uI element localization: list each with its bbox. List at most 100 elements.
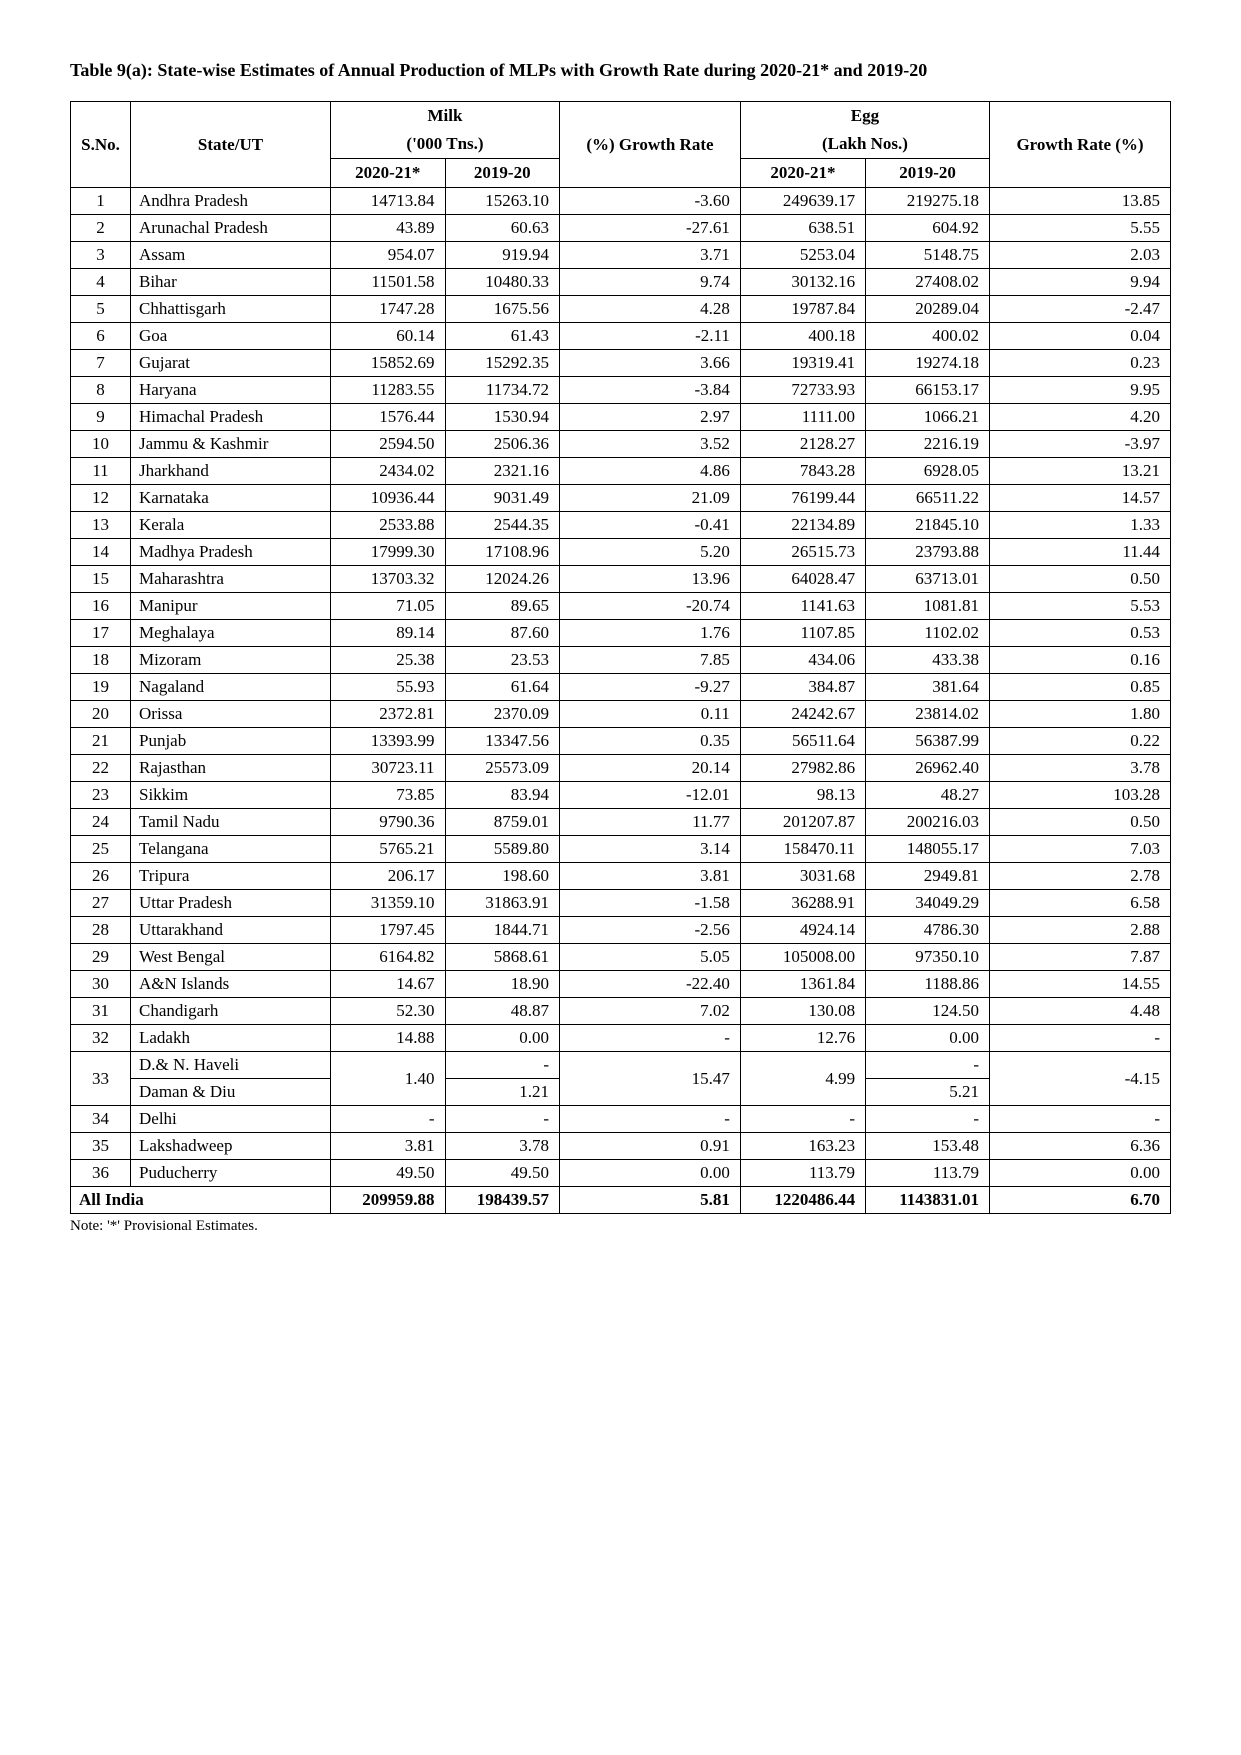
table-cell: 31863.91 [445, 890, 560, 917]
table-row: 16Manipur71.0589.65-20.741141.631081.815… [71, 593, 1171, 620]
table-cell: Jharkhand [131, 458, 331, 485]
table-cell: Karnataka [131, 485, 331, 512]
table-cell: 26515.73 [740, 539, 865, 566]
table-cell: 153.48 [866, 1133, 990, 1160]
table-cell: 2372.81 [331, 701, 446, 728]
table-cell: 27408.02 [866, 269, 990, 296]
table-cell: 16 [71, 593, 131, 620]
table-cell: 400.02 [866, 323, 990, 350]
table-cell: 1.33 [990, 512, 1171, 539]
footnote: Note: '*' Provisional Estimates. [70, 1218, 1171, 1235]
table-cell: Manipur [131, 593, 331, 620]
table-cell: Ladakh [131, 1025, 331, 1052]
table-cell: 14.67 [331, 971, 446, 998]
table-row: 3Assam954.07919.943.715253.045148.752.03 [71, 242, 1171, 269]
table-cell: 27 [71, 890, 131, 917]
table-cell: 2506.36 [445, 431, 560, 458]
table-cell: Daman & Diu [131, 1079, 331, 1106]
table-cell: 4.99 [740, 1052, 865, 1106]
table-cell: 29 [71, 944, 131, 971]
table-cell: 8759.01 [445, 809, 560, 836]
table-cell: 6.58 [990, 890, 1171, 917]
table-row: 14Madhya Pradesh17999.3017108.965.202651… [71, 539, 1171, 566]
table-cell: -4.15 [990, 1052, 1171, 1106]
table-cell: 5.81 [560, 1187, 741, 1214]
header-state: State/UT [131, 102, 331, 188]
table-cell: All India [71, 1187, 331, 1214]
table-cell: 10 [71, 431, 131, 458]
table-cell: Jammu & Kashmir [131, 431, 331, 458]
table-body: 1Andhra Pradesh14713.8415263.10-3.602496… [71, 188, 1171, 1214]
table-cell: 63713.01 [866, 566, 990, 593]
table-cell: Lakshadweep [131, 1133, 331, 1160]
table-cell: 249639.17 [740, 188, 865, 215]
table-cell: Punjab [131, 728, 331, 755]
table-row: 13Kerala2533.882544.35-0.4122134.8921845… [71, 512, 1171, 539]
table-cell: 13347.56 [445, 728, 560, 755]
table-row: 20Orissa2372.812370.090.1124242.6723814.… [71, 701, 1171, 728]
table-cell: 13.96 [560, 566, 741, 593]
table-cell: -12.01 [560, 782, 741, 809]
table-cell: 30132.16 [740, 269, 865, 296]
table-cell: 4.20 [990, 404, 1171, 431]
table-cell: 0.50 [990, 566, 1171, 593]
table-cell: Maharashtra [131, 566, 331, 593]
table-cell: 11 [71, 458, 131, 485]
table-cell: 3.78 [445, 1133, 560, 1160]
table-cell: 1.40 [331, 1052, 446, 1106]
table-cell: 4.86 [560, 458, 741, 485]
header-milk-growth: (%) Growth Rate [560, 102, 741, 188]
table-row: 27Uttar Pradesh31359.1031863.91-1.583628… [71, 890, 1171, 917]
table-cell: 0.50 [990, 809, 1171, 836]
table-row: 15Maharashtra13703.3212024.2613.9664028.… [71, 566, 1171, 593]
table-cell: 0.11 [560, 701, 741, 728]
table-cell: 0.16 [990, 647, 1171, 674]
table-cell: 6.70 [990, 1187, 1171, 1214]
table-cell: -9.27 [560, 674, 741, 701]
table-row: 19Nagaland55.9361.64-9.27384.87381.640.8… [71, 674, 1171, 701]
table-cell: 13 [71, 512, 131, 539]
table-cell: 11734.72 [445, 377, 560, 404]
table-cell: 3.71 [560, 242, 741, 269]
table-cell: -2.56 [560, 917, 741, 944]
table-cell: 2.78 [990, 863, 1171, 890]
table-row: 5Chhattisgarh1747.281675.564.2819787.842… [71, 296, 1171, 323]
table-cell: 31 [71, 998, 131, 1025]
table-cell: -1.58 [560, 890, 741, 917]
table-cell: 6928.05 [866, 458, 990, 485]
table-cell: 6 [71, 323, 131, 350]
table-cell: 163.23 [740, 1133, 865, 1160]
table-cell: 71.05 [331, 593, 446, 620]
table-cell: 0.04 [990, 323, 1171, 350]
table-cell: 0.00 [990, 1160, 1171, 1187]
table-cell: 61.64 [445, 674, 560, 701]
table-cell: 2594.50 [331, 431, 446, 458]
table-cell: 10936.44 [331, 485, 446, 512]
table-cell: 5.53 [990, 593, 1171, 620]
table-cell: 113.79 [740, 1160, 865, 1187]
table-cell: 7.03 [990, 836, 1171, 863]
table-cell: 7 [71, 350, 131, 377]
table-row: 23Sikkim73.8583.94-12.0198.1348.27103.28 [71, 782, 1171, 809]
table-cell: 2544.35 [445, 512, 560, 539]
table-cell: Haryana [131, 377, 331, 404]
table-cell: Arunachal Pradesh [131, 215, 331, 242]
table-cell: - [990, 1025, 1171, 1052]
table-cell: 2216.19 [866, 431, 990, 458]
table-cell: -3.60 [560, 188, 741, 215]
table-cell: 12024.26 [445, 566, 560, 593]
table-cell: 14.88 [331, 1025, 446, 1052]
table-cell: 0.22 [990, 728, 1171, 755]
table-cell: 5148.75 [866, 242, 990, 269]
table-cell: 5253.04 [740, 242, 865, 269]
table-cell: 2128.27 [740, 431, 865, 458]
table-cell: Assam [131, 242, 331, 269]
table-cell: 206.17 [331, 863, 446, 890]
table-cell: Delhi [131, 1106, 331, 1133]
table-row: 18Mizoram25.3823.537.85434.06433.380.16 [71, 647, 1171, 674]
table-row: 17Meghalaya89.1487.601.761107.851102.020… [71, 620, 1171, 647]
table-cell: 13.85 [990, 188, 1171, 215]
table-row: 11Jharkhand2434.022321.164.867843.286928… [71, 458, 1171, 485]
table-cell: 5765.21 [331, 836, 446, 863]
table-cell: 14.57 [990, 485, 1171, 512]
